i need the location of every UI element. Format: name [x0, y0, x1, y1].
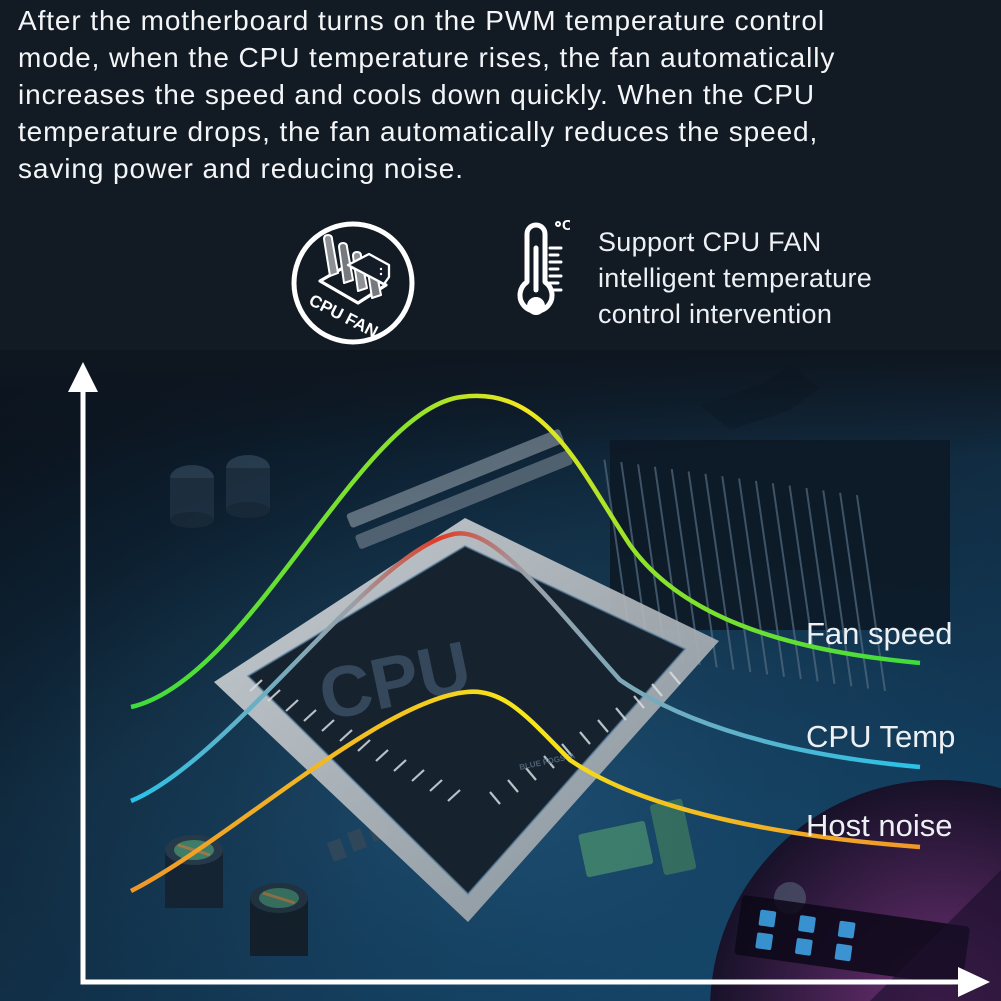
- svg-text:Host noise: Host noise: [806, 808, 952, 843]
- svg-text:Fan speed: Fan speed: [806, 616, 953, 651]
- svg-text:CPU Temp: CPU Temp: [806, 719, 955, 754]
